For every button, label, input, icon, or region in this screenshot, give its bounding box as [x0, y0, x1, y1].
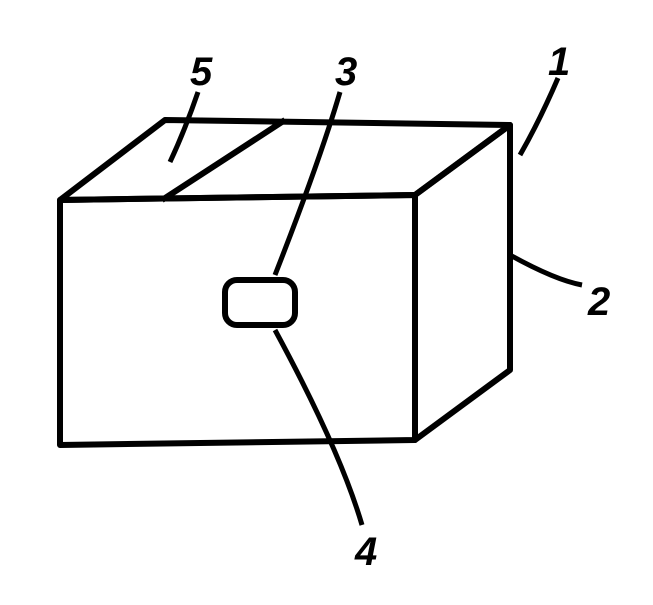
box-front-face [60, 195, 415, 445]
label-4: 4 [355, 530, 377, 575]
box-right-face [415, 125, 510, 440]
technical-diagram: 1 2 3 4 5 [0, 0, 653, 600]
box-front-label-rect [225, 280, 295, 325]
leader-line-5 [170, 92, 198, 162]
label-2: 2 [588, 280, 610, 325]
label-5: 5 [190, 50, 212, 95]
leader-line-4 [275, 330, 362, 525]
leader-line-1 [520, 78, 558, 155]
leader-line-2 [510, 255, 582, 285]
box-drawing [0, 0, 653, 600]
label-1: 1 [548, 40, 570, 85]
label-3: 3 [335, 50, 357, 95]
box-top-face [60, 120, 510, 200]
